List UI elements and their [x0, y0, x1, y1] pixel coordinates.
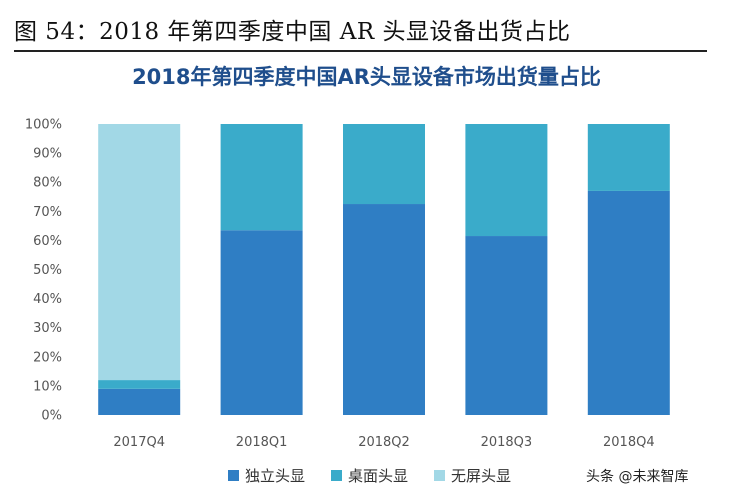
legend-swatch-desktop — [331, 470, 343, 481]
figure-caption: 图 54：2018 年第四季度中国 AR 头显设备出货占比 — [14, 19, 571, 45]
y-tick-label: 50% — [33, 263, 62, 278]
y-tick-label: 10% — [33, 379, 62, 394]
x-axis-ticks: 2017Q4 2018Q1 2018Q2 2018Q3 2018Q4 — [113, 435, 654, 450]
x-tick-label: 2018Q3 — [481, 435, 533, 450]
bar-segment-2017Q4-0 — [98, 388, 181, 415]
chart-title: 2018年第四季度中国AR头显设备市场出货量占比 — [132, 65, 601, 89]
bar-segment-2017Q4-2 — [98, 124, 181, 381]
bar-segment-2018Q1-0 — [220, 230, 303, 415]
y-tick-label: 60% — [33, 234, 62, 249]
bar-segment-2018Q2-1 — [343, 124, 425, 205]
y-tick-label: 90% — [33, 147, 62, 162]
bars — [98, 124, 670, 415]
y-tick-label: 20% — [33, 350, 62, 365]
legend-item-desktop: 桌面头显 — [331, 465, 408, 486]
stacked-bar-chart: 0% 10% 20% 30% 40% 50% 60% 70% 80% 90% 100% 2017Q4… — [25, 118, 670, 450]
legend-item-standalone: 独立头显 — [228, 465, 305, 486]
y-tick-label: 80% — [33, 176, 62, 191]
x-tick-label: 2018Q2 — [358, 435, 410, 450]
legend-label-desktop: 桌面头显 — [348, 467, 409, 485]
y-tick-label: 0% — [41, 409, 62, 424]
legend: 独立头显 桌面头显 无屏头显 — [228, 465, 511, 486]
bar-segment-2018Q1-1 — [220, 124, 303, 231]
y-tick-label: 70% — [33, 205, 62, 220]
y-axis-ticks: 0% 10% 20% 30% 40% 50% 60% 70% 80% 90% 100% — [25, 118, 62, 424]
y-tick-label: 30% — [33, 321, 62, 336]
bar-segment-2018Q3-0 — [465, 236, 548, 415]
bar-segment-2018Q4-0 — [587, 190, 670, 415]
y-tick-label: 40% — [33, 292, 62, 307]
watermark: 头条 @未来智库 — [586, 469, 689, 485]
legend-swatch-standalone — [228, 470, 239, 481]
x-tick-label: 2018Q1 — [236, 435, 288, 450]
x-tick-label: 2018Q4 — [603, 435, 655, 450]
caption-divider — [14, 50, 707, 52]
bar-segment-2017Q4-1 — [98, 380, 181, 389]
bar-segment-2018Q4-1 — [587, 124, 670, 191]
bar-segment-2018Q3-1 — [465, 124, 548, 237]
legend-swatch-wireless — [434, 470, 446, 481]
x-tick-label: 2017Q4 — [113, 435, 165, 450]
bar-segment-2018Q2-0 — [343, 204, 425, 415]
legend-label-wireless: 无屏头显 — [451, 467, 512, 485]
y-tick-label: 100% — [25, 118, 62, 133]
legend-item-wireless: 无屏头显 — [434, 465, 511, 486]
legend-label-standalone: 独立头显 — [245, 467, 306, 485]
